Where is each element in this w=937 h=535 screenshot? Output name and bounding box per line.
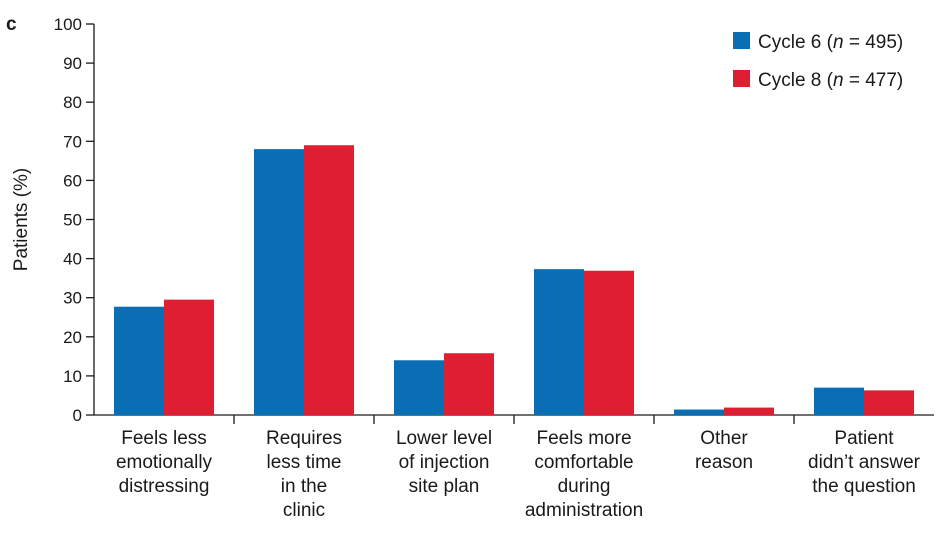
y-tick-label: 50 xyxy=(63,211,82,230)
bar-series-1 xyxy=(114,306,164,415)
category-label: Requires less time in the clinic xyxy=(266,428,342,521)
panel-label: c xyxy=(6,14,17,35)
category-label-line: distressing xyxy=(119,476,210,497)
category-label-line: Lower level xyxy=(396,428,492,449)
category-label-line: Feels more xyxy=(536,428,631,449)
bar-series-2 xyxy=(864,390,914,415)
category-label: Other reason xyxy=(695,428,753,473)
category-label: Feels less emotionally distressing xyxy=(116,428,213,497)
category-label-line: reason xyxy=(695,452,753,473)
x-axis: Feels less emotionally distressing Requires… xyxy=(94,414,934,521)
y-tick-label: 100 xyxy=(54,15,82,34)
category-label-line: the question xyxy=(812,476,916,497)
category-label-line: comfortable xyxy=(534,452,633,473)
category-label-line: emotionally xyxy=(116,452,213,473)
legend-label: Cycle 6 (n = 495) xyxy=(758,32,903,53)
category-label-line: in the xyxy=(281,476,327,497)
y-tick-label: 20 xyxy=(63,328,82,347)
legend: Cycle 6 (n = 495) Cycle 8 (n = 477) xyxy=(733,32,903,91)
category-label-line: of injection xyxy=(399,452,490,473)
bar-series-2 xyxy=(304,145,354,415)
bar-series-2 xyxy=(584,270,634,415)
category-label-line: didn’t answer xyxy=(808,452,921,473)
bar-series-2 xyxy=(164,299,214,415)
category-label: Feels more comfortable during administratio… xyxy=(525,428,643,521)
legend-label: Cycle 8 (n = 477) xyxy=(758,70,903,91)
y-axis: 0 10 20 30 40 50 60 70 80 90 100 xyxy=(54,15,95,425)
legend-swatch xyxy=(733,70,750,87)
legend-swatch xyxy=(733,32,750,49)
bars-group xyxy=(114,145,914,415)
y-tick-label: 60 xyxy=(63,171,82,190)
category-label-line: clinic xyxy=(283,500,325,521)
y-axis-title: Patients (%) xyxy=(11,168,32,271)
category-label-line: Other xyxy=(700,428,748,449)
y-tick-label: 0 xyxy=(73,406,82,425)
category-label-line: administration xyxy=(525,500,643,521)
y-tick-label: 30 xyxy=(63,289,82,308)
y-tick-label: 80 xyxy=(63,93,82,112)
bar-series-2 xyxy=(724,407,774,415)
bar-series-1 xyxy=(674,409,724,415)
category-label-line: Patient xyxy=(834,428,894,449)
category-label: Patient didn’t answer the question xyxy=(808,428,921,497)
bar-series-1 xyxy=(814,387,864,415)
category-label-line: Feels less xyxy=(121,428,207,449)
category-label-line: site plan xyxy=(409,476,480,497)
y-tick-label: 40 xyxy=(63,250,82,269)
bar-series-1 xyxy=(534,269,584,415)
y-tick-label: 70 xyxy=(63,132,82,151)
category-label-line: during xyxy=(558,476,611,497)
bar-series-2 xyxy=(444,353,494,415)
y-tick-label: 10 xyxy=(63,367,82,386)
category-label-line: Requires xyxy=(266,428,342,449)
bar-series-1 xyxy=(394,360,444,415)
category-label: Lower level of injection site plan xyxy=(396,428,492,497)
category-label-line: less time xyxy=(267,452,342,473)
y-tick-label: 90 xyxy=(63,54,82,73)
bar-series-1 xyxy=(254,149,304,415)
